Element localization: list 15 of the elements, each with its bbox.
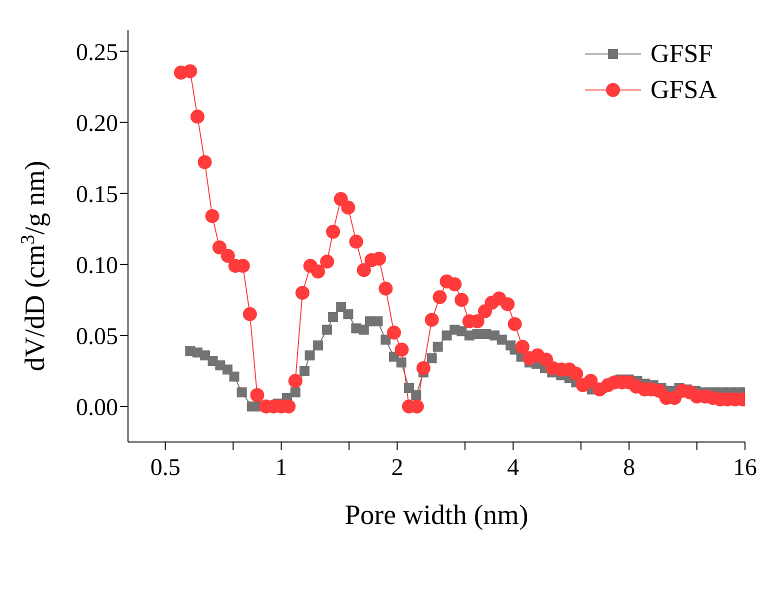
y-tick-label: 0.05 [76,324,118,350]
legend-label: GFSA [650,75,717,105]
x-tick-label: 2 [391,455,404,482]
y-tick-label: 0.25 [76,40,118,66]
y-tick-label: 0.00 [76,395,118,422]
y-tick-label: 0.15 [76,182,118,208]
x-tick-label: 4 [507,455,520,482]
x-tick-label: 0.5 [150,455,180,482]
x-tick-label: 1 [275,455,288,482]
x-tick-label: 8 [623,455,636,482]
y-tick-label: 0.10 [76,252,118,279]
x-tick-label: 16 [733,455,757,482]
x-axis-title: Pore width (nm) [344,500,528,531]
y-tick-label: 0.20 [76,110,118,137]
legend-label: GFSF [650,39,713,69]
